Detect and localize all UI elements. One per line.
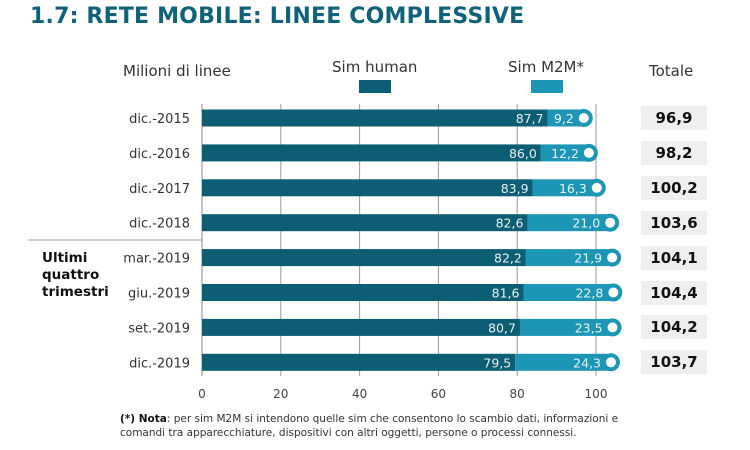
x-tick-label: 80: [510, 387, 525, 401]
bar-end-dot: [583, 147, 594, 158]
bar-sim-m2m: [527, 214, 611, 232]
category-label: dic.-2016: [129, 147, 190, 162]
category-label: giu.-2019: [128, 287, 190, 302]
total-value: 98,2: [641, 140, 707, 165]
bar-sim-human: [202, 284, 524, 301]
value-label-sim-human: 86,0: [509, 146, 537, 161]
category-label: set.-2019: [128, 321, 190, 336]
x-tick-label: 40: [352, 387, 367, 401]
bar-end-dot: [605, 357, 616, 368]
bar-sim-human: [202, 109, 548, 127]
bar-sim-human: [202, 249, 526, 267]
category-label: dic.-2017: [129, 182, 190, 197]
bar-sim-m2m: [519, 318, 613, 336]
footnote-text: : per sim M2M si intendono quelle sim ch…: [120, 413, 619, 439]
chart-title: 1.7: RETE MOBILE: LINEE COMPLESSIVE: [30, 4, 525, 29]
bar-sim-m2m: [532, 179, 597, 197]
value-label-sim-m2m: 12,2: [551, 146, 579, 161]
total-value: 103,6: [641, 210, 707, 235]
x-tick-label: 60: [431, 387, 446, 401]
value-label-sim-m2m: 24,3: [573, 355, 601, 370]
bar-end-dot: [605, 217, 616, 228]
x-tick-label: 20: [273, 387, 288, 401]
bar-sim-human: [202, 144, 541, 162]
x-tick-label: 0: [198, 387, 206, 401]
bar-sim-human: [202, 214, 528, 232]
bar-sim-human: [202, 318, 520, 336]
legend-swatch-sim-m2m: [531, 80, 563, 93]
category-label: dic.-2018: [129, 217, 190, 232]
value-label-sim-m2m: 21,0: [572, 216, 600, 231]
value-label-sim-human: 82,6: [496, 216, 524, 231]
unit-label: Milioni di linee: [123, 62, 231, 80]
x-tick-label: 100: [585, 387, 608, 401]
category-label: dic.-2015: [129, 112, 190, 127]
bar-sim-m2m: [515, 353, 611, 371]
total-value: 103,7: [641, 350, 707, 375]
group-label: Ultimi quattro trimestri: [42, 250, 112, 301]
total-value: 96,9: [641, 106, 707, 130]
total-value: 104,4: [641, 280, 707, 305]
legend-label-sim-human: Sim human: [332, 58, 418, 76]
total-value: 104,1: [641, 245, 707, 270]
bar-sim-m2m: [525, 249, 613, 267]
bar-sim-human: [202, 353, 516, 371]
bar-sim-m2m: [540, 144, 589, 162]
total-value: 100,2: [641, 175, 707, 200]
legend-label-sim-m2m: Sim M2M*: [508, 58, 584, 76]
totals-header: Totale: [649, 62, 694, 80]
category-label: mar.-2019: [123, 252, 190, 267]
legend-swatch-sim-human: [359, 80, 391, 93]
value-label-sim-human: 87,7: [516, 111, 544, 126]
footnote: (*) Nota: per sim M2M si intendono quell…: [120, 412, 660, 440]
bar-sim-m2m: [547, 109, 584, 127]
value-label-sim-human: 79,5: [483, 355, 511, 370]
bar-end-dot: [591, 182, 602, 193]
bar-end-dot: [578, 113, 589, 123]
value-label-sim-human: 80,7: [488, 320, 516, 335]
bar-sim-m2m: [523, 284, 614, 301]
value-label-sim-m2m: 9,2: [554, 111, 574, 126]
total-value: 104,2: [641, 315, 707, 340]
value-label-sim-m2m: 21,9: [574, 251, 602, 266]
bar-end-dot: [607, 252, 618, 263]
value-label-sim-m2m: 23,5: [575, 320, 603, 335]
bar-sim-human: [202, 179, 533, 197]
value-label-sim-human: 82,2: [494, 251, 522, 266]
value-label-sim-m2m: 22,8: [575, 286, 603, 301]
category-label: dic.-2019: [129, 356, 190, 371]
group-label-text: Ultimi quattro trimestri: [42, 250, 109, 300]
value-label-sim-m2m: 16,3: [559, 181, 587, 196]
bar-end-dot: [607, 322, 618, 333]
bar-end-dot: [608, 287, 619, 298]
value-label-sim-human: 83,9: [501, 181, 529, 196]
footnote-prefix: (*) Nota: [120, 413, 167, 425]
value-label-sim-human: 81,6: [492, 286, 520, 301]
